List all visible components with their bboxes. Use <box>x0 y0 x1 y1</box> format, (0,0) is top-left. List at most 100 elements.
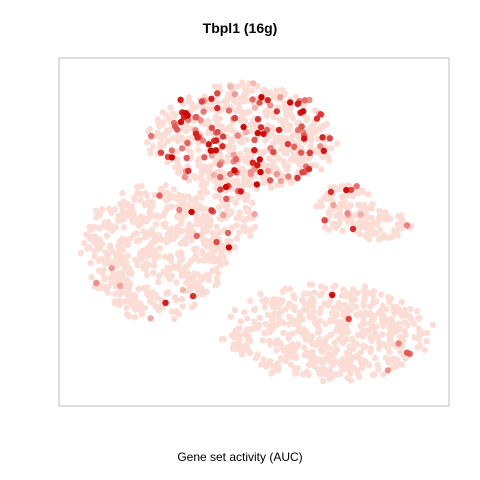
data-point <box>368 316 376 323</box>
data-point <box>252 120 259 128</box>
data-point <box>264 311 272 318</box>
data-point <box>360 302 368 309</box>
data-point <box>384 367 392 374</box>
data-point <box>301 97 309 104</box>
data-point <box>275 310 283 318</box>
data-point <box>387 327 394 334</box>
data-point <box>308 137 315 144</box>
data-point <box>383 306 390 313</box>
data-point <box>214 104 221 112</box>
data-point <box>114 275 121 282</box>
data-point <box>241 223 248 231</box>
data-point <box>318 341 326 348</box>
data-point <box>335 300 343 308</box>
data-point <box>376 339 383 346</box>
data-point <box>209 253 217 260</box>
data-point <box>316 356 323 363</box>
data-point <box>212 113 220 121</box>
data-point <box>275 126 283 134</box>
data-point <box>248 128 256 135</box>
data-point <box>188 208 195 216</box>
data-point <box>233 156 240 163</box>
data-point <box>270 148 277 156</box>
data-point <box>334 140 341 147</box>
data-point <box>339 227 346 234</box>
data-point <box>243 89 250 97</box>
data-point <box>224 237 231 245</box>
data-point <box>246 349 254 356</box>
data-point <box>242 168 249 175</box>
data-point <box>192 174 199 182</box>
data-point <box>320 377 327 385</box>
data-point <box>429 321 437 329</box>
data-point <box>316 292 324 299</box>
data-point <box>327 317 334 324</box>
data-point <box>200 274 208 281</box>
data-point <box>84 245 91 252</box>
data-point <box>402 311 410 318</box>
data-point <box>285 321 292 328</box>
data-point <box>273 88 280 95</box>
data-point <box>361 343 369 350</box>
data-point <box>88 274 95 281</box>
data-point <box>232 327 239 335</box>
data-point <box>256 314 263 321</box>
data-point <box>329 223 337 230</box>
data-point <box>168 154 176 161</box>
data-point <box>95 267 103 275</box>
data-point <box>185 94 193 101</box>
data-point <box>318 283 325 290</box>
data-point <box>291 364 298 372</box>
data-point <box>306 281 313 288</box>
data-point <box>370 323 377 330</box>
data-point <box>104 254 112 261</box>
data-point <box>349 225 357 233</box>
data-point <box>188 237 195 244</box>
data-point <box>208 124 215 132</box>
data-point <box>179 228 186 235</box>
data-point <box>177 118 185 126</box>
data-point <box>317 124 324 131</box>
data-point <box>392 363 400 370</box>
data-point <box>99 206 106 213</box>
data-point <box>179 286 187 294</box>
data-point <box>208 152 215 159</box>
data-point <box>280 345 287 353</box>
data-point <box>147 315 154 322</box>
data-point <box>164 137 171 145</box>
data-point <box>268 317 276 324</box>
data-point <box>227 313 234 320</box>
data-point <box>285 332 292 339</box>
data-point <box>293 318 300 325</box>
data-point <box>176 206 183 214</box>
data-point <box>126 290 133 298</box>
data-point <box>218 336 225 343</box>
data-point <box>222 183 230 191</box>
data-point <box>365 289 373 297</box>
data-point <box>362 328 369 335</box>
data-point <box>299 296 306 303</box>
data-point <box>220 212 227 219</box>
data-point <box>306 360 314 368</box>
data-point <box>145 128 152 135</box>
data-point <box>175 311 182 318</box>
data-point <box>125 313 133 320</box>
data-point <box>321 300 329 307</box>
data-point <box>228 195 235 202</box>
data-point <box>143 272 151 279</box>
data-point <box>369 371 376 379</box>
data-point <box>191 246 198 253</box>
data-point <box>258 94 265 101</box>
data-point <box>251 104 259 111</box>
data-point <box>211 230 218 238</box>
data-point <box>343 186 350 194</box>
data-point <box>395 320 402 327</box>
data-point <box>236 229 243 236</box>
data-point <box>269 322 276 329</box>
data-point <box>301 135 308 142</box>
data-point <box>305 165 313 173</box>
data-point <box>291 306 298 313</box>
data-point <box>138 252 146 259</box>
data-point <box>391 309 398 317</box>
data-point <box>167 252 174 260</box>
